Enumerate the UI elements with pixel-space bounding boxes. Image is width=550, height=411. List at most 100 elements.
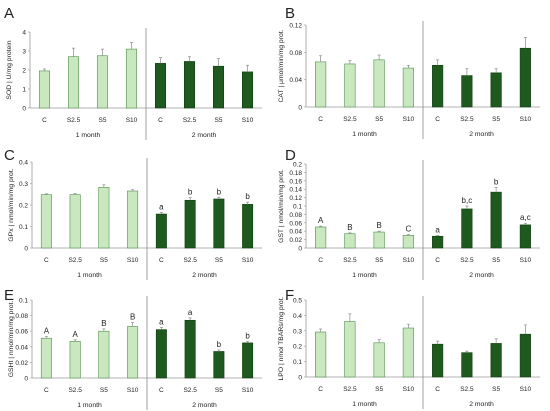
- panel-letter: E: [4, 287, 14, 304]
- y-tick-label: 0: [298, 375, 302, 382]
- bar: [38, 70, 51, 109]
- panel-f: F 0 0.1 0.2 0.3 0.4 0.5 LPO | nmol TBARs/mg pro…: [278, 287, 540, 409]
- y-tick-label: 0.14: [289, 187, 302, 194]
- x-tick-label: C: [435, 386, 440, 393]
- significance-letter: b: [188, 188, 193, 197]
- group-label: 2 month: [469, 272, 494, 279]
- bar: [519, 333, 531, 378]
- x-tick-label: S5: [215, 117, 223, 124]
- panel-e: E 0 0.02 0.04 0.06 0.08 0.1 GSHt | nmol/min/mg …: [4, 287, 262, 410]
- significance-letter: b: [245, 192, 250, 201]
- x-tick-label: C: [159, 387, 164, 394]
- bar: [40, 194, 52, 249]
- bar: [155, 329, 167, 379]
- y-tick-label: 4: [22, 30, 26, 37]
- bar: [213, 351, 225, 379]
- y-tick-label: 0.4: [19, 160, 28, 167]
- significance-letter: B: [376, 221, 381, 230]
- x-tick-label: S10: [520, 116, 532, 123]
- y-tick-label: 1: [22, 87, 26, 94]
- bar: [242, 204, 254, 249]
- significance-letter: a: [435, 225, 440, 234]
- x-tick-label: S5: [215, 257, 223, 264]
- y-axis-title: SOD | U/mg protein: [6, 40, 13, 99]
- bar: [432, 343, 444, 378]
- bar: [154, 63, 167, 109]
- bar: [490, 191, 502, 249]
- group-label: 2 month: [469, 401, 494, 408]
- significance-letter: A: [44, 327, 50, 336]
- y-tick-label: 0.12: [289, 195, 302, 202]
- y-tick-label: 0.04: [289, 229, 302, 236]
- bar: [212, 65, 225, 109]
- bar: [315, 61, 327, 108]
- bar: [315, 226, 327, 249]
- panel-c: C 0 0.1 0.2 0.3 0.4 GPx | nmol/min/mg prot. C S2…: [4, 147, 262, 280]
- x-tick-label: C: [159, 257, 164, 264]
- x-tick-label: S10: [520, 386, 532, 393]
- bar: [519, 224, 531, 249]
- bar: [69, 341, 81, 379]
- bar: [242, 342, 254, 379]
- significance-letter: a: [159, 317, 164, 326]
- x-tick-label: S10: [126, 117, 138, 124]
- bar: [184, 199, 196, 249]
- bar: [461, 352, 473, 378]
- significance-letter: a,c: [520, 213, 531, 222]
- y-tick-label: 0.02: [289, 237, 302, 244]
- x-tick-label: S5: [215, 387, 223, 394]
- x-tick-label: S2.5: [68, 387, 82, 394]
- x-tick-label: S5: [375, 116, 383, 123]
- bar: [402, 327, 414, 378]
- y-tick-label: 0.08: [289, 212, 302, 219]
- panel-letter: D: [285, 147, 296, 164]
- bar: [67, 56, 80, 109]
- group-label: 1 month: [77, 402, 102, 409]
- significance-letter: C: [405, 225, 411, 234]
- group-label: 1 month: [77, 272, 102, 279]
- y-tick-label: 0: [24, 376, 28, 383]
- bar: [373, 231, 385, 249]
- x-tick-label: S10: [242, 117, 254, 124]
- x-tick-label: S5: [375, 257, 383, 264]
- y-tick-label: 0.2: [293, 344, 302, 351]
- x-tick-label: S10: [403, 257, 415, 264]
- bar: [155, 213, 167, 249]
- significance-letter: a: [188, 308, 193, 317]
- y-tick-label: 0: [24, 246, 28, 253]
- x-tick-label: C: [318, 116, 323, 123]
- y-axis-title: GST | nmol/min/mg prot.: [278, 169, 285, 243]
- y-axis-title: GSHt | nmol/min/mg prot.: [8, 301, 15, 378]
- significance-letter: a: [159, 202, 164, 211]
- y-tick-label: 2: [22, 68, 26, 75]
- bar: [519, 47, 531, 108]
- significance-letter: B: [101, 319, 106, 328]
- x-tick-label: S2.5: [343, 386, 357, 393]
- y-tick-label: 0.2: [19, 203, 28, 210]
- x-tick-label: C: [435, 116, 440, 123]
- bar: [213, 198, 225, 249]
- x-tick-label: S2.5: [183, 387, 197, 394]
- bar: [461, 208, 473, 249]
- x-tick-label: S2.5: [183, 257, 197, 264]
- significance-letter: A: [72, 330, 78, 339]
- x-tick-label: S2.5: [460, 257, 474, 264]
- y-axis-title: GPx | nmol/min/mg prot.: [8, 168, 15, 241]
- x-tick-label: C: [318, 386, 323, 393]
- y-tick-label: 0.02: [15, 360, 28, 367]
- bar: [241, 71, 254, 109]
- bar: [127, 190, 139, 249]
- x-tick-label: C: [44, 387, 49, 394]
- group-label: 2 month: [469, 131, 494, 138]
- y-tick-label: 0.06: [15, 329, 28, 336]
- significance-letter: B: [347, 223, 352, 232]
- y-tick-label: 0.1: [19, 298, 28, 305]
- bar: [461, 75, 473, 108]
- bar: [402, 67, 414, 108]
- y-tick-label: 0.2: [293, 162, 302, 169]
- y-tick-label: 0.1: [293, 204, 302, 211]
- x-tick-label: C: [435, 257, 440, 264]
- bar: [40, 337, 52, 379]
- bar: [490, 72, 502, 108]
- bar: [127, 326, 139, 379]
